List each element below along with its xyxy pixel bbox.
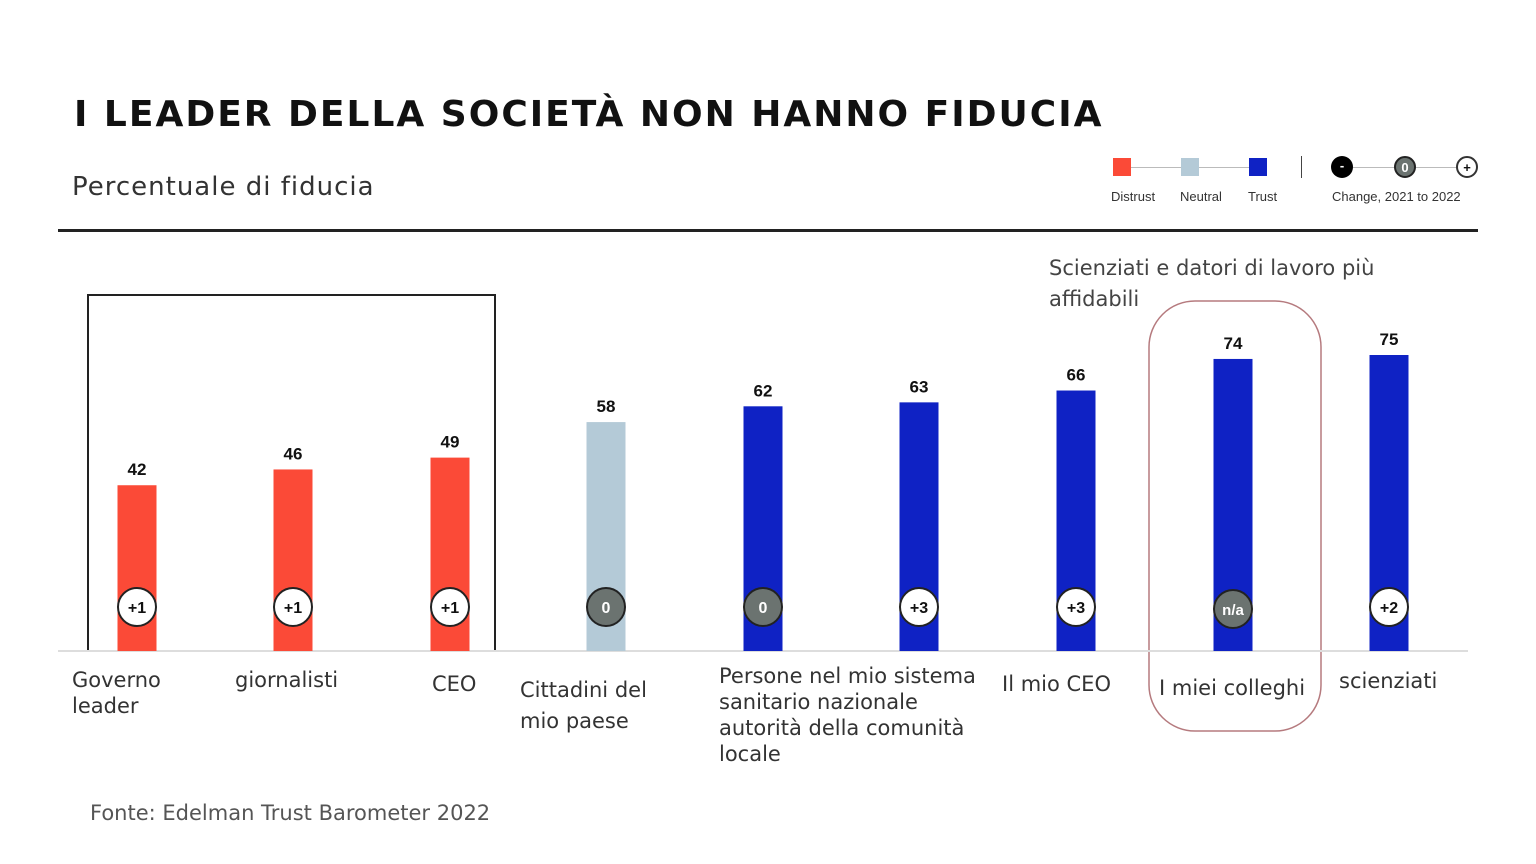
bar-value-label: 42 xyxy=(128,460,147,479)
bar-value-label: 66 xyxy=(1067,366,1086,385)
change-badge xyxy=(117,587,157,627)
change-badge xyxy=(430,587,470,627)
source-note: Fonte: Edelman Trust Barometer 2022 xyxy=(90,801,491,825)
category-label-line: locale xyxy=(719,742,781,766)
change-badge-label: +3 xyxy=(910,600,928,617)
legend: Distrust Neutral Trust - 0 + Change, 202… xyxy=(1105,150,1485,210)
change-badge-label: +1 xyxy=(284,600,302,617)
change-badge-label: 0 xyxy=(602,600,611,617)
category-label-line: giornalisti xyxy=(235,668,339,692)
legend-distrust-label: Distrust xyxy=(1111,189,1156,204)
zero-change-icon: 0 xyxy=(1394,156,1416,178)
change-badge-label: +1 xyxy=(128,600,146,617)
category-label: I miei colleghi xyxy=(1159,675,1305,701)
category-label: giornalisti xyxy=(235,667,338,693)
change-badge xyxy=(1213,589,1253,629)
category-label-line: sanitario nazionale xyxy=(719,690,918,714)
bar-value-label: 46 xyxy=(284,444,303,463)
change-badge xyxy=(273,587,313,627)
category-label-line: Governo xyxy=(72,668,161,692)
category-label-line: Cittadini del xyxy=(520,678,647,702)
change-badge xyxy=(743,587,783,627)
category-label: CEO xyxy=(432,671,476,697)
legend-trust-label: Trust xyxy=(1248,189,1278,204)
bar-value-label: 62 xyxy=(754,381,773,400)
category-label: scienziati xyxy=(1339,668,1437,694)
change-badge-label: +3 xyxy=(1067,600,1085,617)
category-label-line: CEO xyxy=(432,672,477,696)
category-label-line: autorità della comunità xyxy=(719,716,965,740)
bar-value-label: 63 xyxy=(910,377,929,396)
change-badge-label: 0 xyxy=(759,600,768,617)
change-badge xyxy=(899,587,939,627)
change-badge xyxy=(586,587,626,627)
legend-trust-swatch xyxy=(1249,158,1267,176)
category-label: Persone nel mio sistema sanitario naziona… xyxy=(719,663,976,767)
bar-value-label: 74 xyxy=(1224,334,1243,353)
change-badge-label: +2 xyxy=(1380,600,1398,617)
chart-subtitle: Percentuale di fiducia xyxy=(72,172,375,202)
category-label-line: scienziati xyxy=(1339,669,1438,693)
legend-neutral-swatch xyxy=(1181,158,1199,176)
bar-value-label: 75 xyxy=(1380,330,1399,349)
bar-value-label: 49 xyxy=(441,433,460,452)
change-badge xyxy=(1056,587,1096,627)
change-badge-label: +1 xyxy=(441,600,459,617)
legend-distrust-swatch xyxy=(1113,158,1131,176)
header-rule xyxy=(58,229,1478,232)
legend-connector xyxy=(1199,167,1249,168)
category-label: Cittadini del mio paese xyxy=(520,675,647,737)
category-label-line: Il mio CEO xyxy=(1002,672,1111,696)
page-title: I LEADER DELLA SOCIETÀ NON HANNO FIDUCIA xyxy=(74,94,1104,135)
chart-annotation: Scienziati e datori di lavoro più affida… xyxy=(1049,256,1375,311)
category-label: Il mio CEO xyxy=(1002,671,1111,697)
legend-connector xyxy=(1131,167,1181,168)
category-label-line: mio paese xyxy=(520,709,629,733)
category-label-line: Persone nel mio sistema xyxy=(719,664,976,688)
legend-separator xyxy=(1301,156,1302,178)
category-label: Governo leader xyxy=(72,667,161,719)
legend-neutral-label: Neutral xyxy=(1180,189,1222,204)
highlight-pill xyxy=(1148,300,1322,732)
minus-change-icon: - xyxy=(1331,156,1353,178)
bar-value-label: 58 xyxy=(597,397,616,416)
legend-change-label: Change, 2021 to 2022 xyxy=(1332,189,1461,204)
plus-change-icon: + xyxy=(1456,156,1478,178)
change-badge xyxy=(1369,587,1409,627)
change-badge-label: n/a xyxy=(1222,602,1244,619)
category-label-line: leader xyxy=(72,694,139,718)
category-label-line: I miei colleghi xyxy=(1159,676,1306,700)
